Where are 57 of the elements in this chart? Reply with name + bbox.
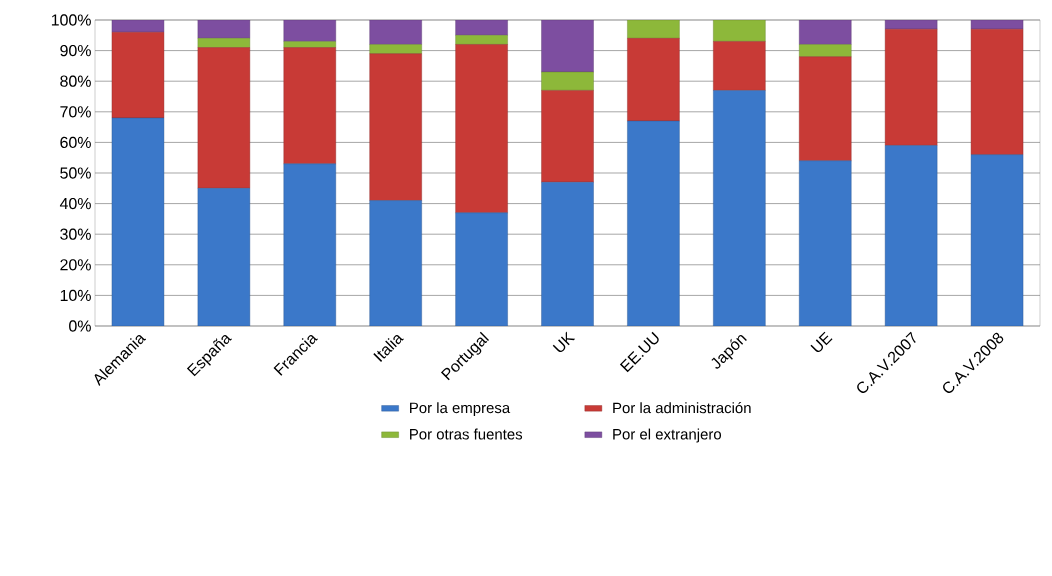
bar [283,20,336,42]
bar [283,163,336,326]
bar [283,41,336,48]
x-tick-label: Italia [373,335,404,362]
bar [970,154,1024,326]
bar [713,41,766,91]
bar [111,117,164,326]
y-tick-label: 90% [60,44,91,57]
bar [713,20,766,42]
bar [799,56,852,161]
bar [369,53,422,201]
bar [884,28,938,146]
y-tick-label: 50% [60,167,91,179]
bar [197,38,251,48]
y-tick-label: 20% [60,259,91,271]
bar [627,120,680,326]
bar [541,90,594,183]
bar [369,20,422,45]
y-tick-label: 70% [60,106,91,118]
y-tick-label: 80% [60,75,91,87]
y-tick-label: 40% [59,197,91,210]
bar [197,20,251,39]
y-tick-label: 100% [51,14,91,26]
bar [369,44,422,54]
bar [197,188,250,326]
legend-label: Por la administración [613,402,751,414]
bar [799,160,852,326]
bar [541,182,594,326]
bar [884,20,938,30]
bar [455,44,508,213]
bar [799,44,852,57]
bar [885,145,938,326]
legend-label: Por la empresa [410,402,511,417]
bar [627,20,680,39]
bar [197,47,251,189]
bar [970,20,1024,30]
bar [970,28,1024,155]
bar [541,20,594,73]
bar [455,212,508,326]
y-tick-label: 0% [69,320,91,332]
bar [455,35,508,45]
legend-label: Por el extranjero [613,428,722,443]
x-tick-label: UE [810,331,833,353]
bar [455,20,508,36]
bar [799,20,852,45]
bar [111,20,165,33]
bar [111,32,165,119]
bar [283,47,336,165]
bar [627,38,680,122]
bar [369,200,422,326]
x-tick-label: UK [552,331,576,353]
y-tick-label: 30% [60,228,91,240]
bar [541,71,594,91]
y-tick-label: 10% [60,289,91,302]
y-tick-label: 60% [60,136,91,149]
bar [713,90,766,326]
legend-label: Por otras fuentes [410,428,523,440]
